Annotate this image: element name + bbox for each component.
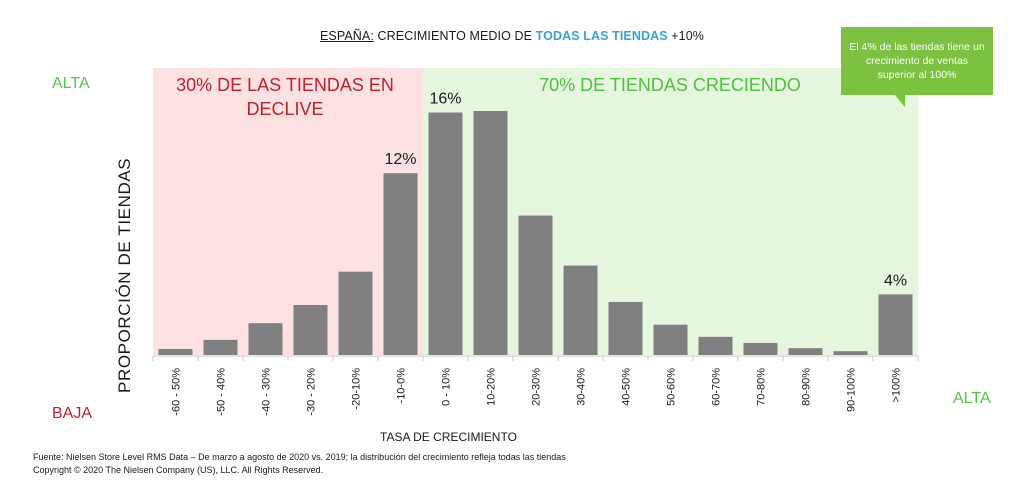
growth-zone-label: 70% DE TIENDAS CRECIENDO — [539, 75, 801, 95]
decline-zone-bg — [153, 68, 423, 355]
bar-13 — [743, 342, 778, 355]
x-tick-label-4: -20-10% — [351, 368, 363, 410]
x-tick-label-13: 70-80% — [756, 368, 768, 406]
bar-10 — [608, 301, 643, 355]
callout-box: El 4% de las tiendas tiene un crecimient… — [841, 27, 993, 95]
y-high-label: ALTA — [52, 75, 90, 92]
decline-zone-label: 30% DE LAS TIENDAS EN DECLIVE — [176, 75, 394, 119]
bar-11 — [653, 324, 688, 355]
x-tick-label-11: 50-60% — [666, 368, 678, 406]
x-tick-label-12: 60-70% — [711, 368, 723, 406]
x-tick-label-2: -40 - 30% — [261, 368, 273, 416]
source-note: Fuente: Nielsen Store Level RMS Data – D… — [33, 452, 566, 462]
title-highlight: TODAS LAS TIENDAS — [535, 29, 668, 43]
bar-15 — [833, 351, 868, 355]
x-high-label: ALTA — [953, 390, 991, 407]
bar-1 — [203, 339, 238, 355]
x-tick-label-10: 40-50% — [621, 368, 633, 406]
bar-8 — [518, 215, 553, 355]
data-label-6: 16% — [429, 91, 461, 108]
footer: Fuente: Nielsen Store Level RMS Data – D… — [33, 451, 566, 477]
x-tick-label-14: 80-90% — [801, 368, 813, 406]
bar-14 — [788, 348, 823, 355]
x-tick-label-6: 0 - 10% — [441, 368, 453, 406]
callout-pointer — [895, 95, 905, 107]
y-low-label: BAJA — [52, 405, 93, 422]
x-tick-label-1: -50 - 40% — [216, 368, 228, 416]
bar-0 — [158, 348, 193, 355]
bar-12 — [698, 336, 733, 355]
x-tick-label-0: -60 - 50% — [171, 368, 183, 416]
bar-7 — [473, 111, 508, 355]
chart-title: ESPAÑA: CRECIMIENTO MEDIO DE TODAS LAS T… — [0, 29, 1024, 43]
x-tick-label-15: 90-100% — [846, 368, 858, 412]
bar-2 — [248, 323, 283, 355]
copyright-note: Copyright © 2020 The Nielsen Company (US… — [33, 465, 324, 475]
data-label-5: 12% — [384, 151, 416, 168]
y-axis-label: PROPORCIÓN DE TIENDAS — [115, 157, 134, 393]
bar-6 — [428, 112, 463, 355]
x-tick-label-16: >100% — [891, 368, 903, 403]
bar-5 — [383, 173, 418, 355]
bar-16 — [878, 294, 913, 355]
data-label-16: 4% — [884, 272, 907, 289]
x-tick-label-3: -30 - 20% — [306, 368, 318, 416]
x-tick-label-7: 10-20% — [486, 368, 498, 406]
x-tick-label-5: -10-0% — [396, 368, 408, 404]
bar-3 — [293, 304, 328, 355]
title-country: ESPAÑA: — [319, 29, 374, 43]
title-suffix: +10% — [667, 29, 704, 43]
bar-9 — [563, 265, 598, 355]
x-axis-label: TASA DE CRECIMIENTO — [380, 430, 517, 444]
bar-4 — [338, 271, 373, 355]
title-middle: CRECIMIENTO MEDIO DE — [373, 29, 536, 43]
callout-text: El 4% de las tiendas tiene un crecimient… — [849, 41, 985, 81]
x-tick-label-9: 30-40% — [576, 368, 588, 406]
x-tick-label-8: 20-30% — [531, 368, 543, 406]
